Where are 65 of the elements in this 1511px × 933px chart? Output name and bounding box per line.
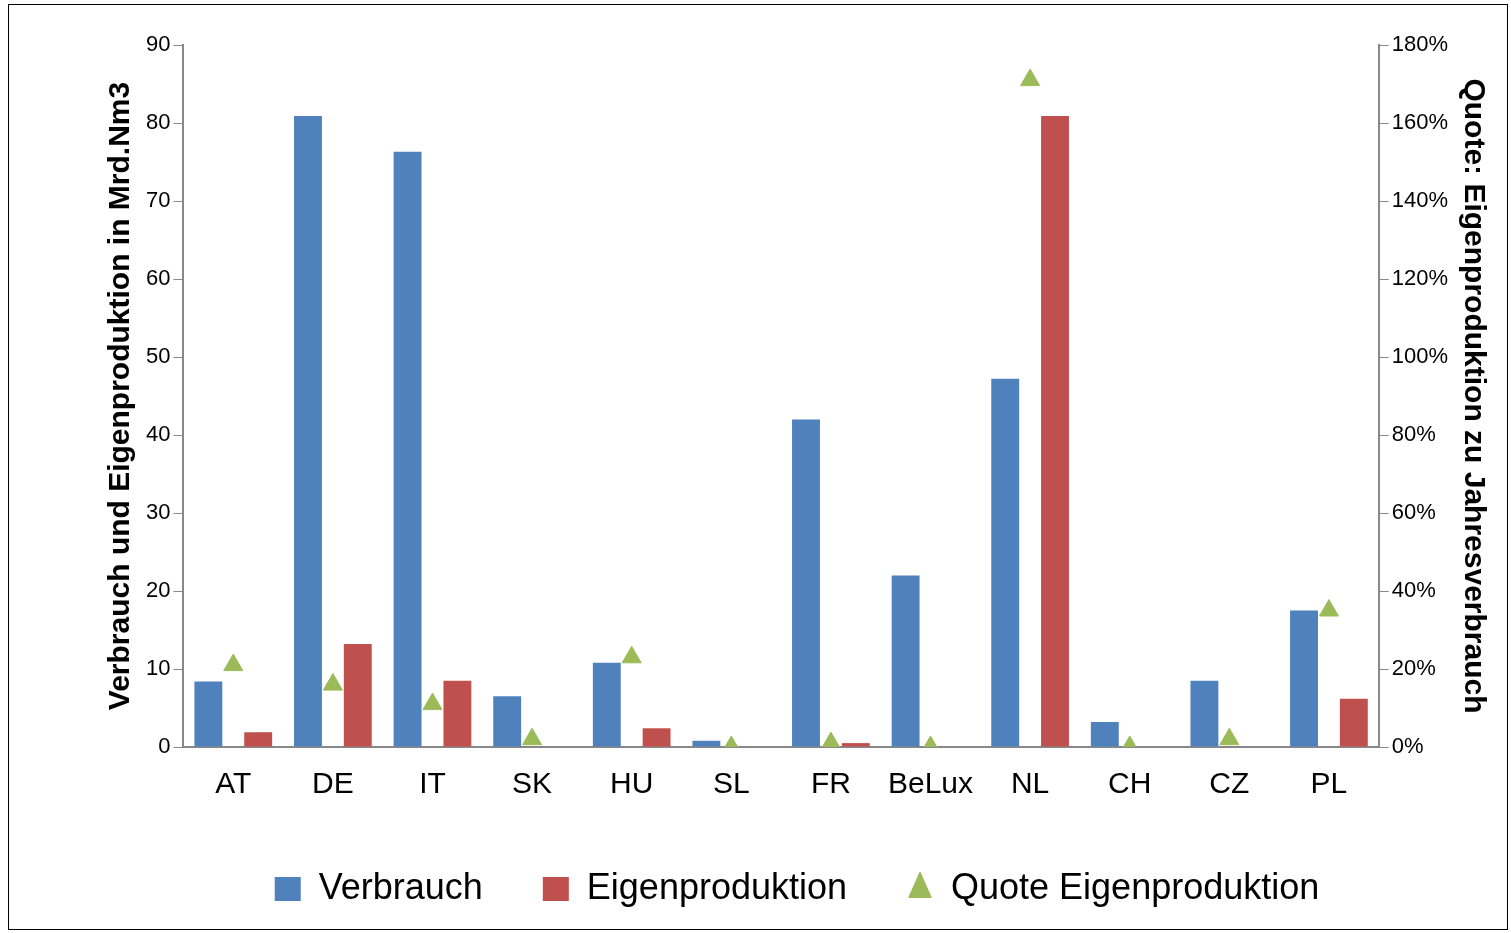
bar xyxy=(343,644,372,747)
x-tick-label: FR xyxy=(810,766,851,800)
legend-label: Quote Eigenproduktion xyxy=(951,865,1320,907)
bar xyxy=(294,115,322,747)
bar xyxy=(642,728,671,747)
bar xyxy=(1041,115,1069,747)
bar xyxy=(393,151,422,747)
x-tick-label: HU xyxy=(610,766,654,800)
x-tick-label: CZ xyxy=(1209,766,1250,800)
x-tick-label: AT xyxy=(215,766,252,800)
point xyxy=(621,645,642,664)
point xyxy=(422,692,443,711)
bar xyxy=(991,378,1020,747)
x-tick-label: DE xyxy=(312,766,354,800)
x-tick-label: IT xyxy=(419,766,446,800)
bar xyxy=(1190,680,1219,747)
bar xyxy=(194,681,223,747)
bar xyxy=(792,419,820,747)
x-tick-label: NL xyxy=(1010,766,1050,800)
y-tick-label: 40 xyxy=(145,421,171,447)
bar xyxy=(1339,698,1368,747)
y-tick-label: 80 xyxy=(145,109,171,135)
y2-tick-label: 60% xyxy=(1391,499,1436,525)
y-tick-label: 20 xyxy=(145,577,171,603)
y2-tick-label: 180% xyxy=(1391,31,1449,57)
y2-tick-label: 120% xyxy=(1391,265,1449,291)
y-tick-label: 50 xyxy=(145,343,171,369)
y-tick-label: 90 xyxy=(145,31,171,57)
bar xyxy=(1290,610,1318,747)
y2-tick-label: 0% xyxy=(1391,733,1424,759)
y2-tick-label: 100% xyxy=(1391,343,1449,369)
bar xyxy=(443,680,472,747)
bar xyxy=(244,732,273,747)
y-tick-label: 60 xyxy=(145,265,171,291)
y2-tick-label: 160% xyxy=(1391,109,1449,135)
y-tick-label: 0 xyxy=(158,733,171,759)
bar xyxy=(692,740,721,747)
bar xyxy=(841,743,870,747)
bar xyxy=(592,662,621,747)
x-tick-label: SK xyxy=(512,766,553,800)
y2-tick-label: 80% xyxy=(1391,421,1436,447)
y2-tick-label: 140% xyxy=(1391,187,1449,213)
bar xyxy=(493,696,522,747)
point xyxy=(322,673,343,691)
y2-tick-label: 20% xyxy=(1391,655,1436,681)
legend-label: Eigenproduktion xyxy=(586,865,848,907)
point xyxy=(820,731,841,747)
point xyxy=(1219,727,1240,746)
bar xyxy=(891,575,920,747)
y-tick-label: 70 xyxy=(145,187,171,213)
y-tick-label: 30 xyxy=(145,499,171,525)
bar xyxy=(1090,722,1119,747)
legend-label: Verbrauch xyxy=(318,865,483,907)
point xyxy=(1020,68,1041,87)
y2-axis-title: Quote: Eigenproduktion zu Jahresverbrauch xyxy=(1458,78,1492,714)
x-tick-label: PL xyxy=(1310,766,1348,800)
point xyxy=(1318,599,1339,617)
y2-tick-label: 40% xyxy=(1391,577,1436,603)
y-axis-title: Verbrauch und Eigenproduktion in Mrd.Nm3 xyxy=(102,81,136,711)
x-tick-label: CH xyxy=(1108,766,1152,800)
y-tick-label: 10 xyxy=(145,655,171,681)
x-tick-label: BeLux xyxy=(887,766,974,800)
x-tick-label: SL xyxy=(712,766,750,800)
point xyxy=(223,653,244,672)
point xyxy=(522,727,543,746)
